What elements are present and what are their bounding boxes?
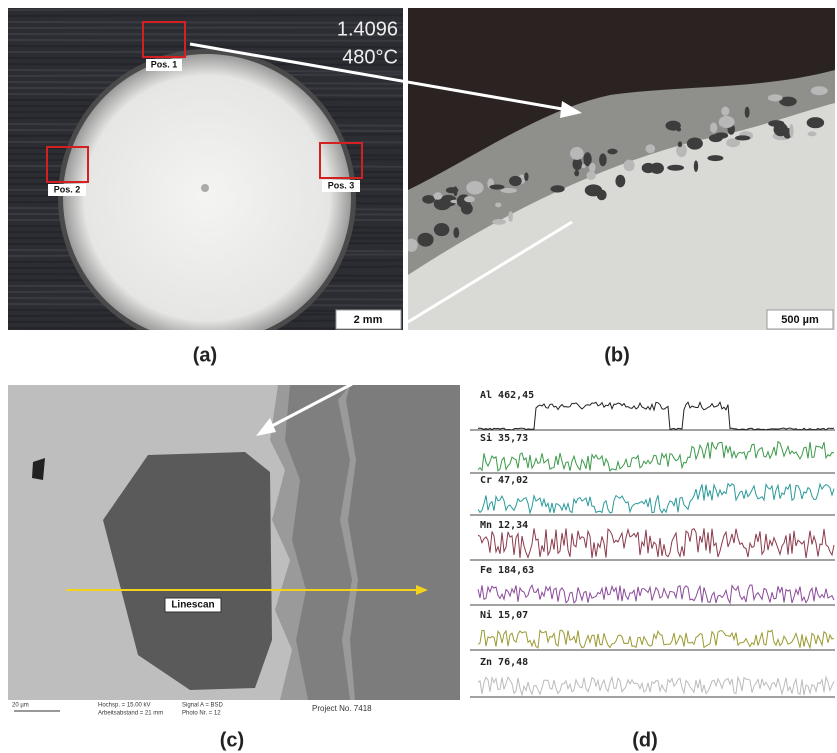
info: Hochsp. = 15.00 kV	[98, 703, 151, 709]
pit	[524, 172, 528, 181]
center-mark	[201, 184, 209, 192]
pit	[582, 164, 586, 168]
streak	[8, 15, 403, 16]
pit	[599, 153, 607, 166]
pit	[434, 223, 450, 236]
element-label: Zn 76,48	[480, 657, 528, 668]
pit	[735, 135, 750, 140]
element-label: Cr 47,02	[480, 475, 528, 486]
pit	[508, 211, 513, 222]
pit	[509, 176, 522, 186]
pit	[489, 185, 504, 190]
panel-label: (a)	[193, 344, 217, 366]
pit	[694, 160, 698, 172]
pit	[687, 137, 703, 149]
specimen-disc	[63, 54, 351, 342]
element-label: Si 35,73	[480, 432, 528, 444]
pit	[676, 127, 681, 131]
pit	[464, 196, 475, 202]
element-label: Ni 15,07	[480, 609, 528, 621]
pit	[501, 188, 518, 193]
pit	[789, 124, 793, 138]
pit	[721, 106, 729, 115]
pit	[422, 195, 435, 204]
position-label: Pos. 1	[151, 59, 178, 69]
pit	[570, 147, 584, 160]
pit	[807, 117, 824, 128]
info: Photo Nr. = 12	[182, 711, 221, 717]
pit	[453, 227, 459, 238]
element-label: Fe 184,63	[480, 565, 534, 576]
pit	[446, 187, 459, 193]
element-label: Al 462,45	[480, 390, 534, 401]
temperature: 480°C	[342, 46, 398, 68]
pit	[808, 131, 817, 136]
pit	[405, 239, 418, 252]
pit	[768, 120, 784, 127]
scale-bar: 500 µm	[781, 314, 819, 326]
pit	[745, 107, 750, 118]
info-strip	[8, 700, 460, 720]
panel-c-image	[8, 385, 460, 720]
position-label: Pos. 3	[328, 180, 355, 190]
figure: 1.4096 480°C Pos. 1 Pos. 2 Pos. 3 2 mm 5…	[0, 0, 837, 753]
pit	[707, 155, 723, 161]
project: Project No. 7418	[312, 704, 372, 713]
pit	[433, 192, 442, 199]
pit	[585, 184, 602, 196]
pit	[645, 144, 655, 153]
material: 1.4096	[337, 18, 398, 40]
pit	[574, 170, 579, 176]
pit	[466, 181, 483, 195]
pit	[550, 185, 564, 192]
info: Signal A = BSD	[182, 703, 224, 709]
pit	[768, 94, 783, 101]
element-label: Mn 12,34	[480, 520, 528, 531]
pit	[589, 163, 596, 173]
panel-b-image	[405, 8, 835, 330]
position-label: Pos. 2	[54, 184, 81, 194]
pit	[418, 233, 434, 247]
scale-bar: 20 µm	[12, 703, 29, 709]
panel-label: (d)	[632, 729, 658, 751]
pit	[678, 141, 682, 147]
pit	[719, 116, 735, 128]
pit	[710, 122, 717, 133]
pit	[667, 165, 684, 171]
info: Arbeitsabstand = 21 mm	[98, 711, 163, 717]
pit	[607, 149, 617, 155]
pit	[615, 175, 625, 188]
scale-bar: 2 mm	[354, 314, 383, 326]
pit	[650, 163, 664, 174]
panel-label: (c)	[220, 729, 244, 751]
pit	[624, 160, 635, 172]
pit	[586, 171, 595, 180]
pit	[709, 134, 723, 142]
oxide-outer	[346, 385, 460, 700]
pit	[811, 86, 828, 95]
pit	[492, 219, 506, 225]
linescan-label: Linescan	[171, 600, 214, 611]
pit	[495, 203, 501, 208]
panel-label: (b)	[604, 344, 630, 366]
